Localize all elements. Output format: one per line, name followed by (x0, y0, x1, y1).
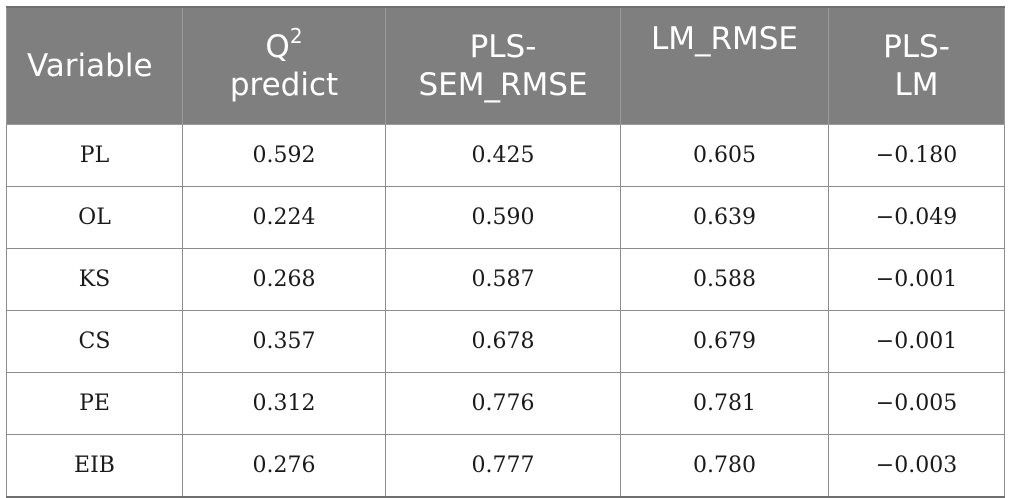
cell-lm-rmse: 0.588 (620, 248, 829, 311)
cell-pls-lm: −0.049 (828, 186, 1005, 249)
header-plslm-line1: PLS- (883, 29, 950, 65)
cell-q2: 0.268 (182, 248, 386, 311)
table-row: OL 0.224 0.590 0.639 −0.049 (6, 186, 1005, 249)
cell-pls-lm: −0.003 (828, 434, 1005, 498)
header-lm-rmse-label: LM_RMSE (650, 21, 799, 57)
header-variable-label: Variable (27, 48, 153, 84)
table-row: PE 0.312 0.776 0.781 −0.005 (6, 372, 1005, 435)
header-row: Variable Q2 predict PLS- SEM_RMSE LM_RMS… (6, 6, 1005, 125)
cell-pls-sem-rmse: 0.587 (385, 248, 621, 311)
header-pls-line2: SEM_RMSE (418, 67, 588, 103)
cell-variable: KS (6, 248, 183, 311)
cell-pls-sem-rmse: 0.777 (385, 434, 621, 498)
cell-pls-lm: −0.001 (828, 310, 1005, 373)
table-header: Variable Q2 predict PLS- SEM_RMSE LM_RMS… (6, 6, 1005, 125)
cell-variable: PL (6, 124, 183, 187)
cell-pls-sem-rmse: 0.425 (385, 124, 621, 187)
cell-variable: EIB (6, 434, 183, 498)
cell-lm-rmse: 0.780 (620, 434, 829, 498)
cell-q2: 0.592 (182, 124, 386, 187)
cell-variable: PE (6, 372, 183, 435)
results-table: Variable Q2 predict PLS- SEM_RMSE LM_RMS… (6, 6, 1005, 498)
header-lm-rmse: LM_RMSE (620, 6, 829, 125)
table-body: PL 0.592 0.425 0.605 −0.180 OL 0.224 0.5… (6, 124, 1005, 498)
results-table-container: Variable Q2 predict PLS- SEM_RMSE LM_RMS… (6, 6, 1005, 498)
cell-lm-rmse: 0.639 (620, 186, 829, 249)
header-q2-sub: predict (229, 67, 339, 103)
table-row: KS 0.268 0.587 0.588 −0.001 (6, 248, 1005, 311)
cell-pls-lm: −0.005 (828, 372, 1005, 435)
cell-q2: 0.276 (182, 434, 386, 498)
cell-lm-rmse: 0.605 (620, 124, 829, 187)
cell-pls-sem-rmse: 0.590 (385, 186, 621, 249)
header-pls-line1: PLS- (469, 29, 537, 65)
cell-variable: CS (6, 310, 183, 373)
table-row: CS 0.357 0.678 0.679 −0.001 (6, 310, 1005, 373)
cell-q2: 0.357 (182, 310, 386, 373)
cell-q2: 0.312 (182, 372, 386, 435)
cell-pls-lm: −0.001 (828, 248, 1005, 311)
header-pls-sem-rmse: PLS- SEM_RMSE (385, 6, 621, 125)
cell-pls-lm: −0.180 (828, 124, 1005, 187)
cell-pls-sem-rmse: 0.776 (385, 372, 621, 435)
header-q2-predict: Q2 predict (182, 6, 386, 125)
table-row: PL 0.592 0.425 0.605 −0.180 (6, 124, 1005, 187)
header-pls-lm: PLS- LM (828, 6, 1005, 125)
cell-pls-sem-rmse: 0.678 (385, 310, 621, 373)
cell-variable: OL (6, 186, 183, 249)
header-q2-superscript: 2 (289, 24, 303, 48)
header-variable: Variable (6, 6, 183, 125)
header-q2-main: Q (265, 29, 290, 65)
cell-lm-rmse: 0.781 (620, 372, 829, 435)
cell-q2: 0.224 (182, 186, 386, 249)
cell-lm-rmse: 0.679 (620, 310, 829, 373)
table-row: EIB 0.276 0.777 0.780 −0.003 (6, 434, 1005, 498)
header-plslm-line2: LM (894, 67, 939, 103)
